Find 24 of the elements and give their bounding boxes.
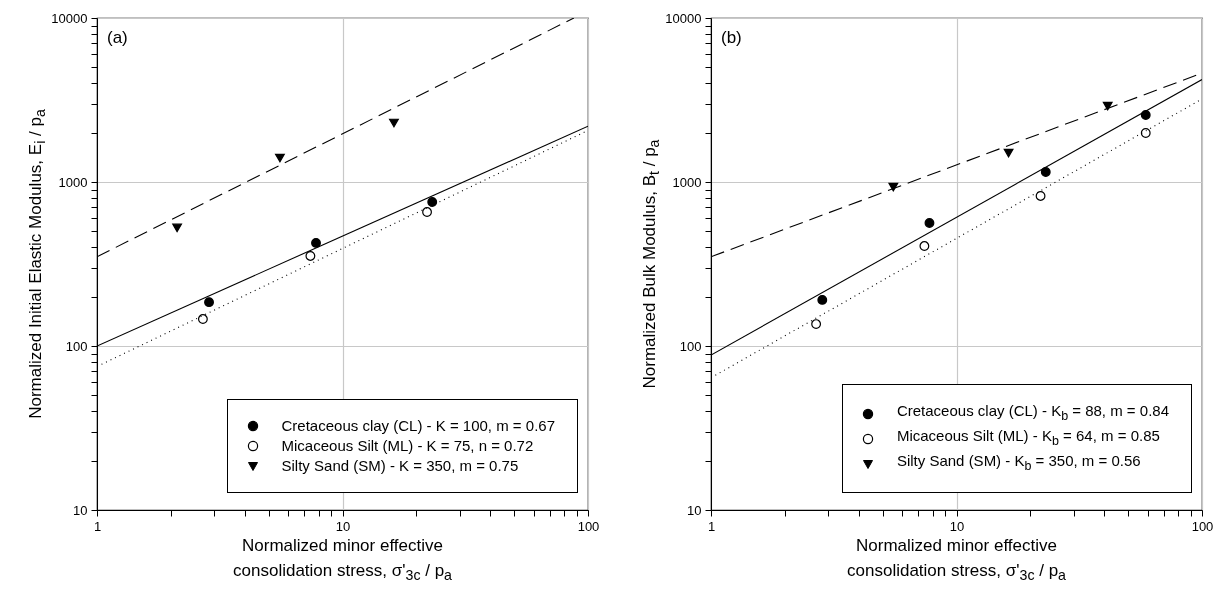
y-tick-label: 100 — [679, 338, 702, 354]
x-tick-label: 100 — [577, 518, 600, 534]
y-tick-label: 1000 — [58, 174, 88, 190]
x-tick-label: 1 — [707, 518, 716, 534]
legend-label: Silty Sand (SM) - K = 350, m = 0.75 — [281, 456, 519, 476]
x-axis-title: Normalized minor effective consolidation stress, σ'$_{3c}$ / p$_{a}$ — [847, 535, 1066, 586]
y-tick-label: 10 — [73, 502, 88, 518]
y-tick-label: 100 — [65, 338, 88, 354]
x-tick-label: 10 — [949, 518, 965, 534]
y-tick-label: 10000 — [665, 10, 702, 26]
legend-label: Cretaceous clay (CL) - K = 100, m = 0.67 — [281, 416, 555, 436]
legend-label: Silty Sand (SM) - K$_{b}$ = 350, m = 0.56 — [896, 451, 1141, 475]
y-tick-label: 10000 — [51, 10, 88, 26]
x-tick-label: 10 — [335, 518, 351, 534]
x-tick-label: 1 — [93, 518, 102, 534]
x-axis-title: Normalized minor effective consolidation stress, σ'$_{3c}$ / p$_{a}$ — [233, 535, 452, 586]
y-tick-label: 1000 — [672, 174, 702, 190]
legend-label: Cretaceous clay (CL) - K$_{b}$ = 88, m = 0.84 — [896, 401, 1169, 425]
annotation: (b) — [721, 28, 742, 47]
x-tick-label: 100 — [1191, 518, 1214, 534]
legend-label: Micaceous Silt (ML) - K = 75, n = 0.72 — [281, 436, 534, 456]
legend-label: Micaceous Silt (ML) - K$_{b}$ = 64, m = 0.85 — [896, 426, 1160, 450]
y-tick-label: 10 — [687, 502, 702, 518]
annotation: (a) — [107, 28, 128, 47]
